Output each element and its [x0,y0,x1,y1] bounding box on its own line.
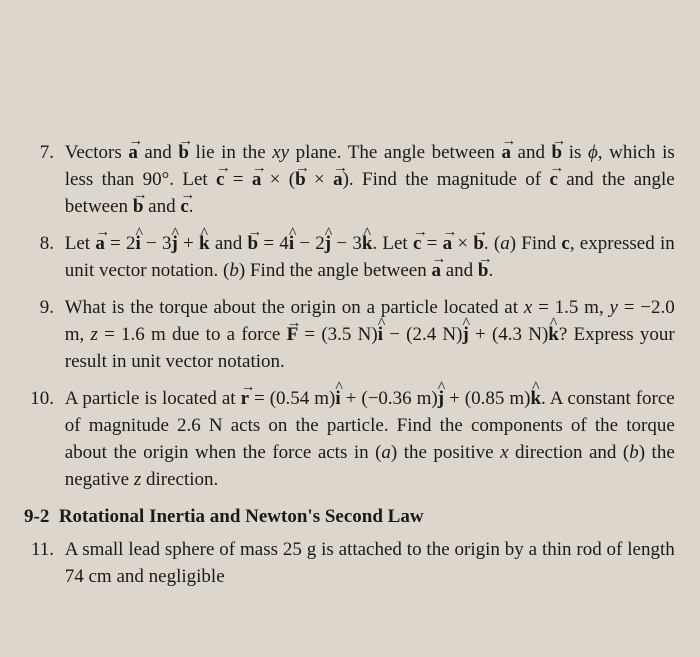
problem-text: Let a = 2i − 3j + k and b = 4i − 2j − 3k… [65,231,675,285]
vector-F-icon: F [287,322,299,349]
ihat-icon: i [289,231,294,258]
vector-c-icon: c [216,167,224,194]
jhat-icon: j [438,386,444,413]
problem-11: 11. A small lead sphere of mass 25 g is … [24,537,676,591]
khat-icon: k [362,231,373,258]
vector-b-icon: b [178,140,189,167]
section-title: Rotational Inertia and Newton's Second L… [59,506,424,527]
vector-a-icon: a [95,231,105,258]
problem-number: 11. [24,537,54,564]
vector-c-icon: c [180,194,188,221]
vector-b-icon: b [133,194,144,221]
problem-text: What is the torque about the origin on a… [65,295,675,376]
problem-9: 9. What is the torque about the origin o… [24,295,676,376]
vector-b-icon: b [295,167,306,194]
vector-a-icon: a [128,140,138,167]
problem-10: 10. A particle is located at r = (0.54 m… [24,386,676,494]
section-number: 9-2 [24,506,49,527]
ihat-icon: i [335,386,340,413]
vector-a-icon: a [333,167,343,194]
vector-c-icon: c [549,167,557,194]
problem-text: A small lead sphere of mass 25 g is atta… [65,537,675,591]
vector-b-icon: b [478,258,489,285]
problem-number: 7. [24,140,54,167]
khat-icon: k [199,231,210,258]
vector-a-icon: a [431,258,441,285]
problem-7: 7. Vectors a and b lie in the xy plane. … [24,140,676,221]
vector-c-icon: c [413,231,421,258]
jhat-icon: j [172,231,178,258]
problem-text: A particle is located at r = (0.54 m)i +… [65,386,675,494]
problem-number: 10. [24,386,54,413]
problem-number: 8. [24,231,54,258]
khat-icon: k [548,322,559,349]
ihat-icon: i [136,231,141,258]
problem-number: 9. [24,295,54,322]
ihat-icon: i [378,322,383,349]
khat-icon: k [530,386,541,413]
vector-r-icon: r [241,386,249,413]
problem-text: Vectors a and b lie in the xy plane. The… [65,140,675,221]
problem-8: 8. Let a = 2i − 3j + k and b = 4i − 2j −… [24,231,676,285]
jhat-icon: j [462,322,468,349]
vector-a-icon: a [501,140,511,167]
section-header: 9-2 Rotational Inertia and Newton's Seco… [24,504,676,531]
vector-a-icon: a [252,167,262,194]
jhat-icon: j [325,231,331,258]
vector-b-icon: b [248,231,259,258]
